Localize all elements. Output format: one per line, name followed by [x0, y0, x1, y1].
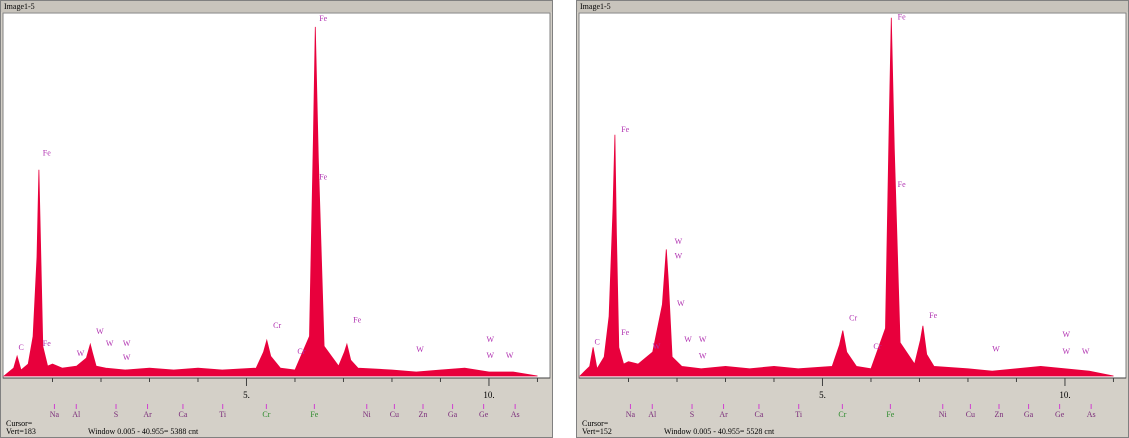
element-label: Ga [448, 410, 458, 419]
element-label: Ga [1024, 410, 1034, 419]
peak-label: W [123, 353, 131, 362]
x-tick-label: 10. [1059, 390, 1070, 400]
peak-label: W [77, 349, 85, 358]
peak-label: Fe [898, 13, 906, 22]
x-tick-label: 5. [243, 390, 250, 400]
element-label: Ni [363, 410, 372, 419]
peak-label: Cr [849, 314, 857, 323]
title-bar [1, 1, 552, 12]
peak-label: W [675, 251, 683, 260]
peak-label: W [416, 345, 424, 354]
peak-label: W [675, 237, 683, 246]
peak-label: C [595, 337, 600, 346]
spectrum-area [2, 26, 538, 377]
element-label: As [1087, 410, 1096, 419]
status-cursor: Cursor= [6, 419, 33, 428]
peak-label: W [1063, 347, 1071, 356]
status-cursor: Cursor= [582, 419, 609, 428]
spectrum-area [579, 17, 1114, 377]
peak-label: Fe [353, 315, 361, 324]
element-label: Ti [795, 410, 803, 419]
element-label: Ge [479, 410, 489, 419]
peak-label: W [653, 342, 661, 351]
peak-label: Fe [43, 149, 51, 158]
peak-label: C [19, 343, 24, 352]
x-tick-label: 5. [819, 390, 826, 400]
element-label: Zn [419, 410, 428, 419]
peak-label: Fe [621, 328, 629, 337]
element-label: Ge [1055, 410, 1065, 419]
element-label: Ti [219, 410, 227, 419]
window-title: Image1-5 [580, 2, 611, 11]
element-label: Ca [179, 410, 188, 419]
element-label: Cu [966, 410, 975, 419]
element-label: Cr [838, 410, 846, 419]
peak-label: W [684, 335, 692, 344]
element-label: Zn [995, 410, 1004, 419]
element-label: Fe [310, 410, 318, 419]
element-label: Ni [939, 410, 948, 419]
element-label: S [690, 410, 694, 419]
status-window: Window 0.005 - 40.955= 5528 cnt [664, 427, 775, 436]
peak-label: Cr [273, 321, 281, 330]
title-bar [577, 1, 1128, 12]
element-label: Al [72, 410, 81, 419]
peak-label: W [96, 327, 104, 336]
peak-label: Cr [873, 342, 881, 351]
peak-label: Fe [43, 339, 51, 348]
peak-label: W [1082, 347, 1090, 356]
status-vert: Vert=183 [6, 427, 36, 436]
element-label: Ar [719, 410, 728, 419]
peak-label: W [487, 335, 495, 344]
peak-label: Fe [319, 172, 327, 181]
x-tick-label: 10. [483, 390, 494, 400]
element-label: Cr [262, 410, 270, 419]
peak-label: W [699, 352, 707, 361]
peak-label: W [677, 299, 685, 308]
peak-label: Fe [929, 311, 937, 320]
peak-label: Fe [621, 125, 629, 134]
element-label: Na [626, 410, 636, 419]
element-label: Al [648, 410, 657, 419]
status-vert: Vert=152 [582, 427, 612, 436]
element-label: Ar [143, 410, 152, 419]
peak-label: W [123, 339, 131, 348]
peak-label: Fe [319, 14, 327, 23]
peak-label: W [1063, 330, 1071, 339]
peak-label: W [699, 335, 707, 344]
peak-label: Cr [297, 347, 305, 356]
status-window: Window 0.005 - 40.955= 5388 cnt [88, 427, 199, 436]
peak-label: Fe [898, 180, 906, 189]
element-label: Cu [390, 410, 399, 419]
peak-label: W [106, 339, 114, 348]
element-label: S [114, 410, 118, 419]
peak-label: W [992, 345, 1000, 354]
peak-label: W [506, 351, 514, 360]
element-label: Ca [755, 410, 764, 419]
window-title: Image1-5 [4, 2, 35, 11]
element-label: Na [50, 410, 60, 419]
peak-label: W [487, 351, 495, 360]
plot-area [2, 12, 551, 379]
element-label: As [511, 410, 520, 419]
element-label: Fe [886, 410, 894, 419]
